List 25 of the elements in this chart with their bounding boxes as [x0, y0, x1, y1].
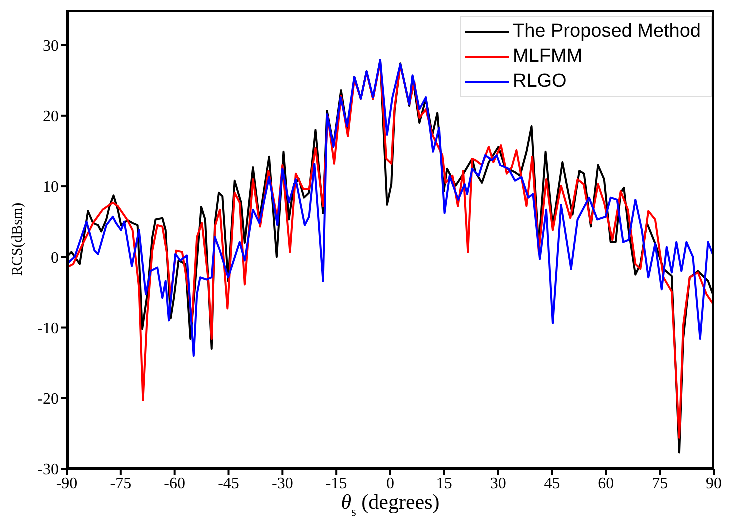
legend-label: RLGO — [512, 70, 567, 92]
x-tick-label: -60 — [164, 475, 186, 492]
y-tick-label: 20 — [43, 108, 59, 126]
x-tick-label: 15 — [436, 475, 452, 492]
x-tick-label: -30 — [272, 475, 294, 492]
legend-label: MLFMM — [512, 46, 583, 68]
x-tick-label: 60 — [598, 475, 614, 492]
y-tick-label: 0 — [51, 250, 59, 267]
x-tick-label: -15 — [326, 475, 348, 492]
x-tick-label: 0 — [386, 475, 394, 492]
y-tick-label: -10 — [38, 320, 59, 338]
y-tick-label: -30 — [38, 462, 59, 479]
x-tick-label: 90 — [706, 475, 722, 492]
x-tick-label: 30 — [490, 475, 506, 492]
y-tick-label: -20 — [38, 391, 59, 408]
x-axis-title: θ$_{s}$ (degrees) — [341, 490, 440, 517]
y-tick-label: 30 — [43, 38, 59, 55]
x-tick-label: 75 — [652, 475, 668, 492]
x-tick-label: -45 — [218, 475, 240, 492]
y-axis-title: RCS(dBsm) — [10, 202, 26, 276]
y-tick-label: 10 — [43, 179, 59, 196]
x-tick-label: -90 — [56, 475, 78, 492]
legend-label: The Proposed Method — [512, 20, 701, 42]
x-tick-label: 45 — [544, 475, 560, 492]
x-tick-label: -75 — [110, 475, 132, 492]
